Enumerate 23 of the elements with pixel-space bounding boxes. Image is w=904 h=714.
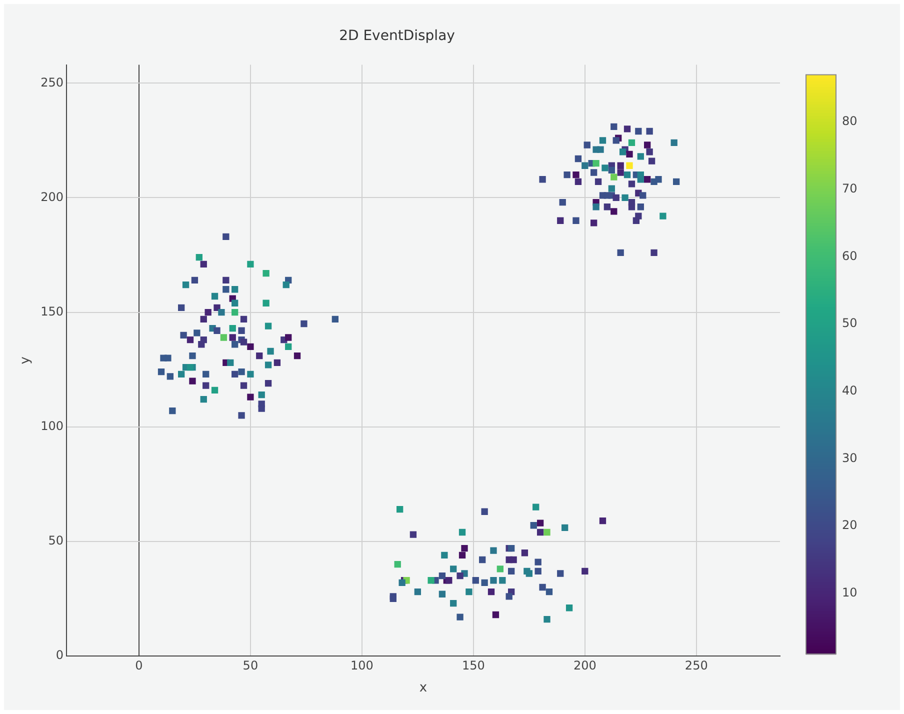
color-bar-label: 60 [842, 248, 858, 263]
color-bar-label: 50 [842, 316, 858, 330]
color-bar-label: 30 [842, 450, 858, 465]
y-tick-label: 250 [40, 75, 64, 90]
y-tick-label: 50 [48, 534, 64, 548]
y-tick-label: 200 [40, 190, 64, 204]
color-bar-label: 40 [842, 383, 858, 398]
color-bar-label: 10 [842, 586, 858, 600]
x-tick-label: 250 [684, 658, 708, 672]
y-tick-label: 150 [40, 304, 64, 318]
x-tick-label: 50 [242, 658, 258, 672]
y-tick-label: 100 [40, 418, 64, 433]
x-tick-label: 150 [462, 658, 485, 672]
x-tick-label: 200 [573, 658, 596, 672]
x-tick-label: 100 [350, 658, 374, 672]
chart-title: 2D EventDisplay [339, 28, 455, 44]
color-bar-label: 80 [842, 114, 858, 128]
x-tick-label: 0 [135, 658, 143, 672]
y-tick-label: 0 [56, 648, 64, 662]
x-axis-title: x [419, 680, 428, 696]
color-bar-label: 70 [842, 181, 858, 196]
color-bar-label: 20 [842, 518, 858, 532]
y-axis-title: y [18, 356, 34, 364]
